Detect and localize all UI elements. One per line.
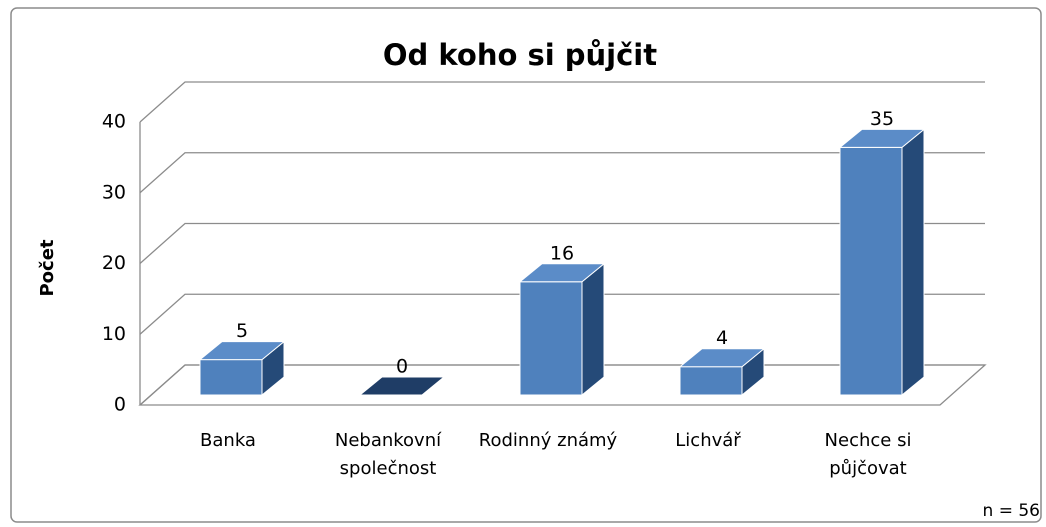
chart-title: Od koho si půjčit bbox=[383, 38, 657, 72]
grid-line bbox=[139, 81, 985, 123]
y-tick-label: 0 bbox=[114, 394, 126, 416]
bar bbox=[679, 366, 743, 396]
bar bbox=[199, 359, 263, 396]
y-tick-label: 20 bbox=[102, 252, 126, 274]
bar-top bbox=[198, 341, 286, 361]
bar bbox=[839, 146, 903, 396]
bar-side bbox=[581, 262, 605, 397]
y-tick-label: 10 bbox=[102, 323, 126, 345]
x-tick-label: Lichvář bbox=[675, 430, 741, 451]
value-label: 4 bbox=[716, 327, 728, 349]
y-tick-label: 40 bbox=[102, 111, 126, 133]
bar-top bbox=[358, 376, 446, 396]
value-label: 16 bbox=[550, 242, 574, 264]
annotation: n = 56 bbox=[983, 501, 1040, 521]
y-axis-label: Počet bbox=[37, 239, 58, 296]
bar-top bbox=[838, 128, 926, 148]
x-tick-label: Nechce si půjčovat bbox=[824, 430, 912, 479]
grid-line bbox=[139, 152, 985, 194]
x-tick-label: Banka bbox=[200, 430, 256, 451]
y-tick-label: 30 bbox=[102, 181, 126, 203]
value-label: 5 bbox=[236, 320, 248, 342]
bar-top bbox=[678, 348, 766, 368]
bar-side bbox=[901, 128, 925, 397]
grid-line bbox=[139, 222, 985, 264]
value-label: 0 bbox=[396, 356, 408, 378]
value-label: 35 bbox=[870, 108, 894, 130]
x-tick-label: Rodinný známý bbox=[478, 430, 618, 451]
bar-top bbox=[518, 263, 606, 283]
bar bbox=[519, 281, 583, 396]
grid-line bbox=[139, 293, 985, 335]
x-tick-label: Nebankovní společnost bbox=[334, 430, 442, 479]
